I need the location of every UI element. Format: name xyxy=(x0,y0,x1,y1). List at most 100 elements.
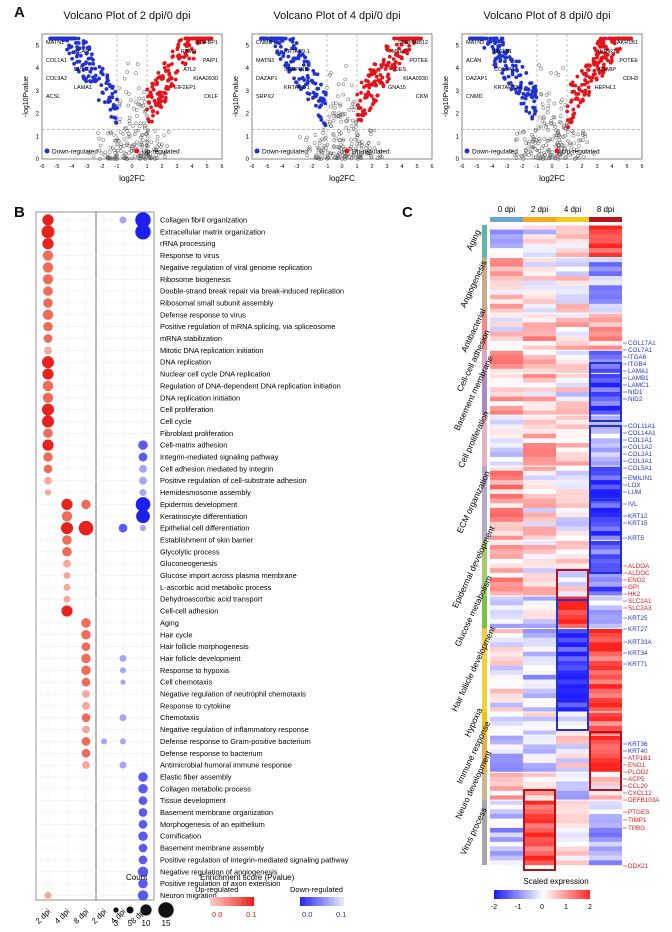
ns-point xyxy=(355,133,360,138)
ns-point xyxy=(138,121,143,126)
ns-point xyxy=(554,71,559,75)
up-enrichment-dot xyxy=(42,309,54,320)
down-point xyxy=(311,69,316,73)
heatmap-cell xyxy=(556,786,589,791)
ns-point xyxy=(537,137,542,141)
ns-point xyxy=(341,92,346,97)
up-point xyxy=(183,61,188,66)
x-axis-label: log2FC xyxy=(119,174,145,183)
ns-point xyxy=(141,96,146,101)
ns-point xyxy=(339,119,344,124)
heatmap-cell xyxy=(556,350,589,356)
ns-point xyxy=(137,86,141,90)
ns-point xyxy=(375,156,380,161)
heatmap-cell xyxy=(490,781,523,787)
up-enrichment-dot xyxy=(42,368,54,380)
x-tick-label: 0 xyxy=(550,164,553,170)
heatmap-cell xyxy=(556,670,589,676)
ns-point xyxy=(133,154,138,159)
legend-up-label: Up-regulated xyxy=(142,149,180,156)
ns-point xyxy=(332,145,337,150)
down-enrichment-dot xyxy=(119,216,127,224)
heatmap-cell xyxy=(556,234,589,240)
gene-label: ITGA6 xyxy=(628,354,647,361)
up-enrichment-dot xyxy=(81,748,91,758)
heatmap-cell xyxy=(523,456,556,462)
heatmap-cell xyxy=(556,716,589,722)
down-point xyxy=(67,45,72,50)
ns-point xyxy=(552,122,557,127)
ns-point xyxy=(366,151,370,155)
heatmap-cell xyxy=(490,735,523,740)
x-group-label: 8 dpi xyxy=(72,907,91,926)
down-point xyxy=(261,36,266,41)
ns-point xyxy=(343,112,348,116)
up-gradient-swatch xyxy=(218,897,222,906)
heatmap-cell xyxy=(589,707,622,713)
heatmap-cell xyxy=(490,693,523,699)
x-tick-label: -3 xyxy=(295,164,300,170)
up-point xyxy=(171,54,175,59)
heatmap-cell xyxy=(589,243,622,249)
ns-point xyxy=(522,153,527,157)
ns-point xyxy=(354,135,359,140)
up-enrichment-dot xyxy=(42,214,54,226)
up-point xyxy=(367,108,372,113)
column-color-bar xyxy=(556,217,589,222)
heatmap-cell xyxy=(490,433,523,439)
gene-label: LAMA1 xyxy=(628,368,649,375)
ns-point xyxy=(580,131,585,136)
down-enrichment-dot xyxy=(139,489,147,497)
ns-point xyxy=(556,130,560,135)
heatmap-cell xyxy=(523,364,556,369)
heatmap-cell xyxy=(490,401,523,407)
down-enrichment-dot xyxy=(118,523,128,533)
scale-swatch xyxy=(525,890,528,899)
heatmap-cell xyxy=(589,480,622,485)
up-point xyxy=(585,80,590,85)
down-point xyxy=(74,54,79,59)
heatmap-cell xyxy=(589,753,622,759)
heatmap-cell xyxy=(589,484,622,490)
heatmap-cell xyxy=(589,614,622,620)
heatmap-cell xyxy=(589,670,622,676)
down-point xyxy=(78,53,83,58)
up-point xyxy=(604,56,608,61)
scale-swatch xyxy=(506,890,509,899)
down-range-min: 0.0 xyxy=(302,910,312,919)
down-point xyxy=(314,103,318,108)
down-gradient-swatch xyxy=(308,897,312,906)
scale-swatch xyxy=(582,890,586,899)
ns-point xyxy=(553,156,558,161)
gene-label: DAZAP1 xyxy=(466,76,487,82)
down-point xyxy=(502,76,507,81)
gene-label: COL5A1 xyxy=(628,465,653,472)
down-enrichment-dot xyxy=(135,212,151,228)
x-group-label: 2 dpi xyxy=(34,907,53,926)
heatmap-cell xyxy=(523,600,556,606)
up-point xyxy=(598,45,603,49)
heatmap-cell xyxy=(556,841,589,847)
heatmap-cell xyxy=(523,572,556,578)
heatmap-cell xyxy=(556,688,589,694)
heatmap-cell xyxy=(490,554,523,560)
heatmap-cell xyxy=(589,429,622,434)
heatmap-cell xyxy=(523,827,556,833)
down-point xyxy=(298,67,303,72)
ns-point xyxy=(555,140,560,145)
heatmap-cell xyxy=(556,442,589,448)
x-tick-label: 2 xyxy=(160,164,163,170)
down-point xyxy=(510,59,514,64)
enrichment-legend-title: Enrichment score (Pvalue) xyxy=(200,873,295,882)
down-point xyxy=(519,80,524,85)
ns-point xyxy=(518,130,523,135)
down-point xyxy=(81,74,86,79)
heatmap-cell xyxy=(589,238,622,244)
gene-label: MATN3 xyxy=(466,40,484,46)
up-enrichment-dot xyxy=(82,701,90,710)
x-tick-label: -6 xyxy=(40,164,45,170)
ns-point xyxy=(326,156,331,160)
up-point xyxy=(163,98,168,102)
up-enrichment-dot xyxy=(63,559,71,568)
go-term-label: Nuclear cell cycle DNA replication xyxy=(160,370,271,379)
